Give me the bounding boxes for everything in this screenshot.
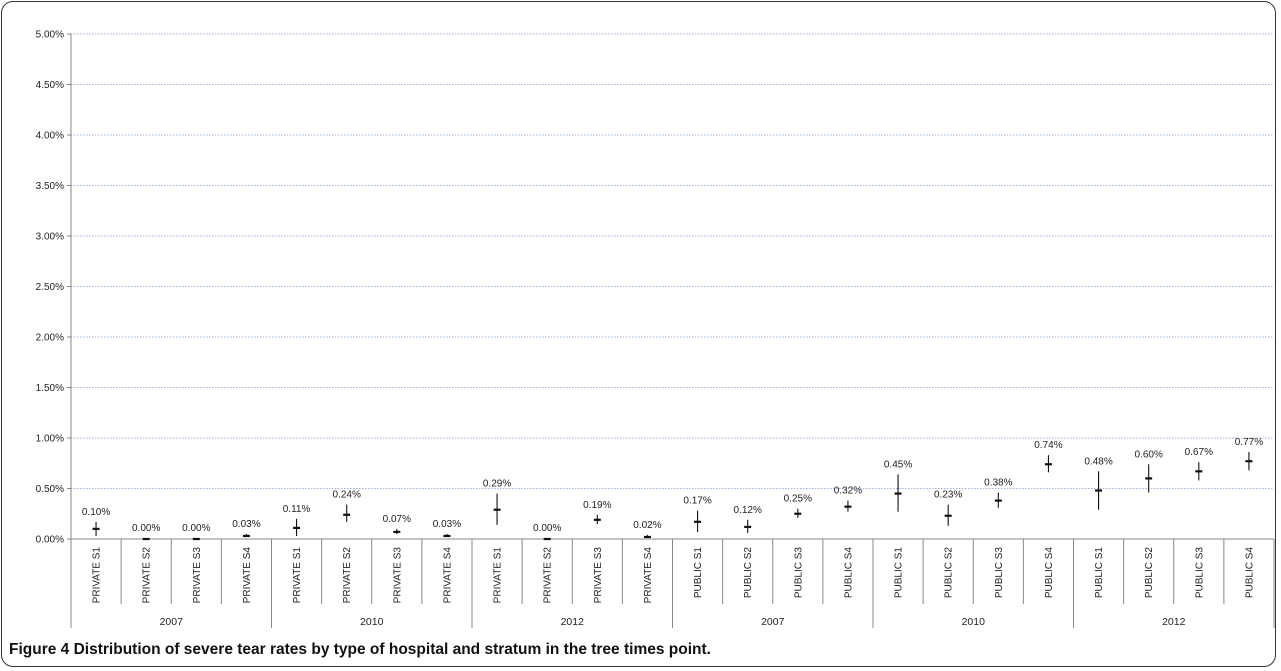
group-labels: 2007 2010 2012 2007 2010 2012: [160, 616, 1186, 628]
data-label: 0.00%: [533, 523, 561, 534]
category-label: PRIVATE S3: [593, 547, 604, 604]
category-label: PRIVATE S2: [543, 547, 554, 604]
data-label: 0.29%: [483, 479, 511, 490]
data-label: 0.45%: [884, 459, 912, 470]
category-label: PRIVATE S4: [242, 547, 253, 604]
data-label: 0.11%: [283, 504, 311, 515]
category-label: PUBLIC S4: [1044, 547, 1055, 599]
category-label: PRIVATE S2: [342, 547, 353, 604]
data-label: 0.24%: [333, 490, 361, 501]
category-label: PUBLIC S2: [743, 547, 754, 599]
category-label: PUBLIC S2: [944, 547, 955, 599]
group-label: 2010: [962, 616, 986, 628]
data-label: 0.32%: [834, 486, 862, 497]
category-label: PRIVATE S1: [92, 547, 103, 604]
category-label: PUBLIC S3: [1194, 547, 1205, 599]
category-label: PRIVATE S1: [493, 547, 504, 604]
category-label: PUBLIC S4: [843, 547, 854, 599]
category-label: PUBLIC S2: [1144, 547, 1155, 599]
data-label: 0.07%: [383, 514, 411, 525]
category-label: PRIVATE S4: [442, 547, 453, 604]
y-tick-label: 4.00%: [36, 131, 64, 142]
gridlines: [71, 33, 1274, 489]
y-tick-label: 1.50%: [36, 383, 64, 394]
data-labels: 0.10% 0.00% 0.00% 0.03% 0.11% 0.24% 0.07% 0.03%…: [82, 437, 1263, 534]
y-tick-label: 0.50%: [36, 484, 64, 495]
category-label: PRIVATE S3: [392, 547, 403, 604]
data-label: 0.02%: [633, 520, 661, 531]
error-bars: [92, 452, 1253, 541]
figure-caption-text: Distribution of severe tear rates by typ…: [73, 641, 711, 658]
category-label: PRIVATE S4: [643, 547, 654, 604]
data-label: 0.10%: [82, 507, 110, 518]
data-label: 0.19%: [583, 500, 611, 511]
data-label: 0.03%: [433, 519, 461, 530]
category-label: PUBLIC S1: [894, 547, 905, 599]
category-label: PUBLIC S1: [693, 547, 704, 599]
y-tick-label: 0.00%: [36, 535, 64, 546]
data-label: 0.17%: [683, 496, 711, 507]
y-tick-label: 5.00%: [36, 30, 64, 41]
figure-number: Figure 4: [9, 641, 70, 658]
category-label: PUBLIC S3: [994, 547, 1005, 599]
group-label: 2007: [761, 616, 785, 628]
data-label: 0.77%: [1235, 437, 1263, 448]
category-label: PRIVATE S1: [292, 547, 303, 604]
y-tick-label: 4.50%: [36, 80, 64, 91]
data-label: 0.03%: [232, 519, 260, 530]
category-label: PRIVATE S2: [142, 547, 153, 604]
y-tick-label: 1.00%: [36, 434, 64, 445]
data-label: 0.12%: [734, 505, 762, 516]
data-label: 0.23%: [934, 490, 962, 501]
data-label: 0.00%: [132, 523, 160, 534]
category-label: PRIVATE S3: [192, 547, 203, 604]
group-label: 2010: [360, 616, 384, 628]
data-label: 0.74%: [1034, 440, 1062, 451]
y-tick-label: 2.50%: [36, 282, 64, 293]
category-labels: PRIVATE S1 PRIVATE S2 PRIVATE S3 PRIVATE S4…: [92, 547, 1256, 604]
y-tick-label: 2.00%: [36, 333, 64, 344]
category-label: PUBLIC S1: [1094, 547, 1105, 599]
y-axis-ticks: 0.00% 0.50% 1.00% 1.50% 2.00% 2.50% 3.00% 3.50%…: [36, 30, 64, 546]
group-label: 2007: [160, 616, 184, 628]
data-label: 0.48%: [1084, 456, 1112, 467]
y-tick-label: 3.00%: [36, 232, 64, 243]
category-label: PUBLIC S3: [793, 547, 804, 599]
data-label: 0.25%: [784, 494, 812, 505]
figure-caption: Figure 4 Distribution of severe tear rat…: [9, 641, 711, 659]
data-label: 0.60%: [1135, 449, 1163, 460]
category-label: PUBLIC S4: [1244, 547, 1255, 599]
y-tick-label: 3.50%: [36, 181, 64, 192]
data-label: 0.67%: [1185, 447, 1213, 458]
group-label: 2012: [1162, 616, 1186, 628]
group-label: 2012: [561, 616, 585, 628]
data-label: 0.00%: [182, 523, 210, 534]
data-label: 0.38%: [984, 478, 1012, 489]
error-bar-chart: 0.00% 0.50% 1.00% 1.50% 2.00% 2.50% 3.00% 3.50%…: [36, 30, 1275, 628]
axes: [67, 33, 1275, 628]
